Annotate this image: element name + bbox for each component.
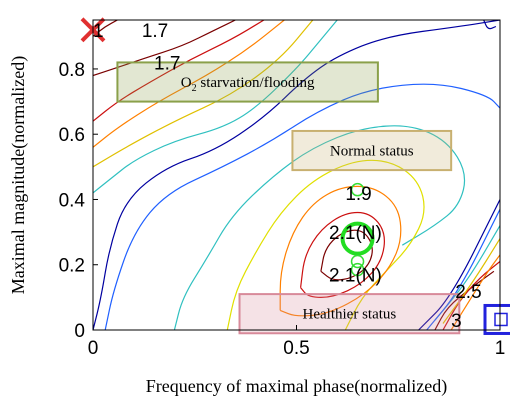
y-tick-label-2: 0.4	[59, 190, 86, 211]
contour-line-11	[279, 185, 402, 317]
x-tick-label-1: 0.5	[283, 338, 309, 359]
region-label-0: O2 starvation/flooding	[181, 75, 315, 94]
contour-label-3: 1.9	[345, 184, 371, 205]
contour-line-17	[93, 20, 314, 168]
x-tick-label-0: 0	[88, 338, 99, 359]
contour-label-2: 1.7	[154, 53, 180, 74]
data-point-3	[350, 262, 365, 277]
y-axis-title: Maximal magnitude(normalized)	[8, 56, 29, 294]
contour-line-1	[442, 261, 500, 330]
y-tick-label-1: 0.2	[59, 256, 85, 277]
contour-line-7	[93, 20, 500, 330]
region-label-2: Healthier status	[303, 307, 397, 323]
contour-label-5: 2.1(N)	[329, 266, 382, 287]
contour-line-0	[434, 270, 495, 330]
contour-line-20	[93, 20, 338, 194]
contour-lines	[93, 20, 500, 330]
contour-line-15	[93, 20, 265, 122]
y-tick-label-4: 0.8	[59, 60, 85, 81]
data-point-2	[350, 254, 365, 269]
contour-line-3	[442, 238, 500, 324]
y-tick-label-3: 0.6	[59, 125, 85, 146]
contour-line-10	[226, 159, 425, 330]
contour-line-18	[93, 20, 118, 37]
contour-line-2	[450, 254, 500, 330]
contour-label-6: 2.5	[455, 282, 481, 303]
contour-line-13	[320, 229, 373, 281]
data-point-1	[340, 221, 375, 256]
region-box-1	[291, 129, 453, 172]
contour-label-7: 3	[451, 311, 462, 332]
data-point-0	[350, 182, 365, 197]
contour-line-16	[93, 20, 285, 148]
contour-labels: 1 1.7 1.7 1.9 2.1(N) 2.1(N) 2.5 3	[93, 21, 482, 332]
contour-line-8	[104, 83, 500, 330]
y-tick-label-0: 0	[74, 321, 85, 342]
contour-line-14	[93, 20, 236, 77]
contour-line-5	[426, 209, 500, 330]
status-regions: O2 starvation/flooding Normal status Healt…	[116, 61, 461, 335]
region-label-1: Normal status	[330, 144, 414, 160]
contour-label-1: 1.7	[142, 21, 168, 42]
contour-line-6	[418, 199, 500, 330]
contour-label-0: 1	[93, 21, 104, 42]
region-box-2	[238, 293, 461, 335]
x-tick-label-2: 1	[495, 338, 506, 359]
x-axis-title: Frequency of maximal phase(normalized)	[146, 376, 447, 397]
contour-line-9	[173, 125, 466, 330]
axis-ticks: 0 0.5 1 0 0.2 0.4 0.6 0.8	[59, 60, 506, 359]
end-marker-square	[483, 303, 510, 335]
region-box-0	[116, 61, 379, 103]
contour-label-4: 2.1(N)	[329, 223, 382, 244]
